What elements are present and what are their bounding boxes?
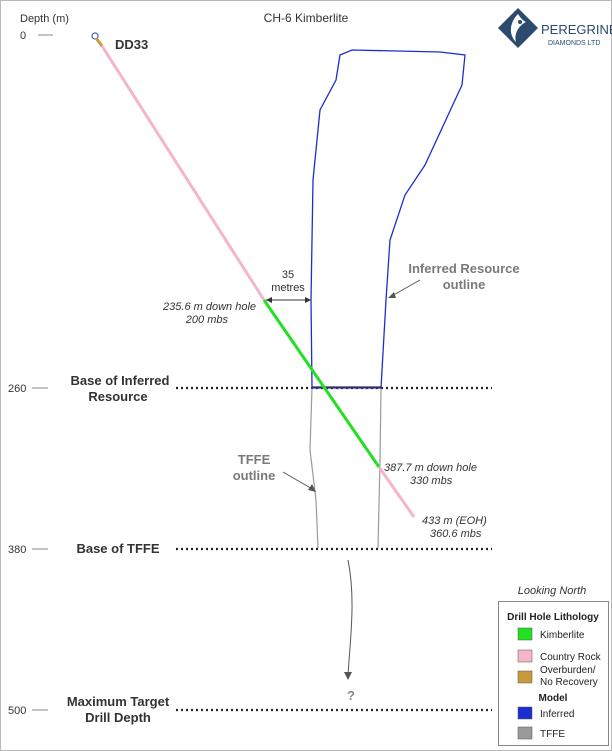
- legend-swatch-kimberlite: [517, 627, 533, 641]
- legend-label-kimberlite: Kimberlite: [540, 630, 585, 641]
- tffe-callout-line: [282, 471, 315, 491]
- tffe-callout-arrow-icon: [308, 484, 316, 492]
- base-inferred-label-2: Resource: [88, 389, 147, 404]
- country-rock-segment-upper: [100, 45, 266, 301]
- max-target-label-2: Drill Depth: [85, 710, 151, 725]
- view-direction: Looking North: [518, 585, 587, 597]
- logo-line1: PEREGRINE: [541, 22, 612, 37]
- legend-box: [498, 601, 609, 746]
- hole-label: DD33: [115, 37, 148, 52]
- overburden-segment: [94, 37, 104, 47]
- country-rock-segment-lower: [377, 466, 416, 518]
- depth-tick-label: 500: [8, 705, 26, 717]
- arrowhead-left-icon: [266, 297, 272, 303]
- tffe-outline-left: [309, 387, 319, 549]
- depth-axis-title: Depth (m): [20, 13, 69, 25]
- section-title: CH-6 Kimberlite: [264, 11, 349, 25]
- top-kimberlite-mbs: 200 mbs: [185, 314, 229, 326]
- peregrine-logo: PEREGRINE DIAMONDS LTD: [498, 8, 612, 48]
- eoh-mbs: 360.6 mbs: [430, 528, 482, 540]
- legend: Drill Hole Lithology Kimberlite Country …: [498, 601, 609, 746]
- legend-label-country-rock: Country Rock: [540, 652, 602, 663]
- arrowhead-right-icon: [305, 297, 311, 303]
- inferred-outline-label-1: Inferred Resource: [408, 261, 519, 276]
- inferred-outline: [310, 49, 466, 389]
- eoh-depth: 433 m (EOH): [422, 515, 487, 527]
- top-kimberlite-depth: 235.6 m down hole: [162, 301, 256, 313]
- legend-swatch-tffe: [517, 726, 533, 740]
- inferred-callout-arrow-icon: [388, 292, 396, 298]
- inferred-callout-line: [389, 279, 421, 298]
- depth-tick-500: 500: [8, 705, 48, 717]
- bottom-kimberlite-mbs: 330 mbs: [410, 475, 453, 487]
- legend-swatch-inferred: [517, 706, 533, 720]
- depth-tick-380: 380: [8, 544, 48, 556]
- depth-tick-label: 0: [20, 30, 26, 42]
- legend-swatch-country-rock: [517, 649, 533, 663]
- base-tffe-label: Base of TFFE: [76, 541, 159, 556]
- legend-label-overburden-1: Overburden/: [540, 665, 596, 676]
- max-target-label-1: Maximum Target: [67, 694, 170, 709]
- legend-label-inferred: Inferred: [540, 709, 574, 720]
- legend-swatch-overburden: [517, 670, 533, 684]
- legend-heading-lithology: Drill Hole Lithology: [507, 612, 599, 623]
- projection-line: [347, 559, 353, 677]
- unknown-marker: ?: [347, 688, 355, 703]
- tffe-outline-label-2: outline: [233, 468, 276, 483]
- tffe-outline-label-1: TFFE: [238, 452, 271, 467]
- bottom-kimberlite-depth: 387.7 m down hole: [384, 462, 477, 474]
- logo-line2: DIAMONDS LTD: [548, 40, 600, 47]
- depth-tick-260: 260: [8, 383, 48, 395]
- base-inferred-label-1: Base of Inferred: [71, 373, 170, 388]
- distance-value: 35: [282, 269, 294, 281]
- projection-arrow-icon: [344, 672, 352, 680]
- depth-tick-label: 260: [8, 383, 26, 395]
- tffe-outline-right: [377, 387, 382, 549]
- legend-label-overburden-2: No Recovery: [540, 677, 598, 688]
- depth-tick-0: 0: [20, 30, 53, 42]
- distance-unit: metres: [271, 282, 305, 294]
- legend-heading-model: Model: [539, 693, 568, 704]
- kimberlite-segment: [262, 299, 381, 468]
- inferred-outline-label-2: outline: [443, 277, 486, 292]
- legend-label-tffe: TFFE: [540, 729, 565, 740]
- depth-tick-label: 380: [8, 544, 26, 556]
